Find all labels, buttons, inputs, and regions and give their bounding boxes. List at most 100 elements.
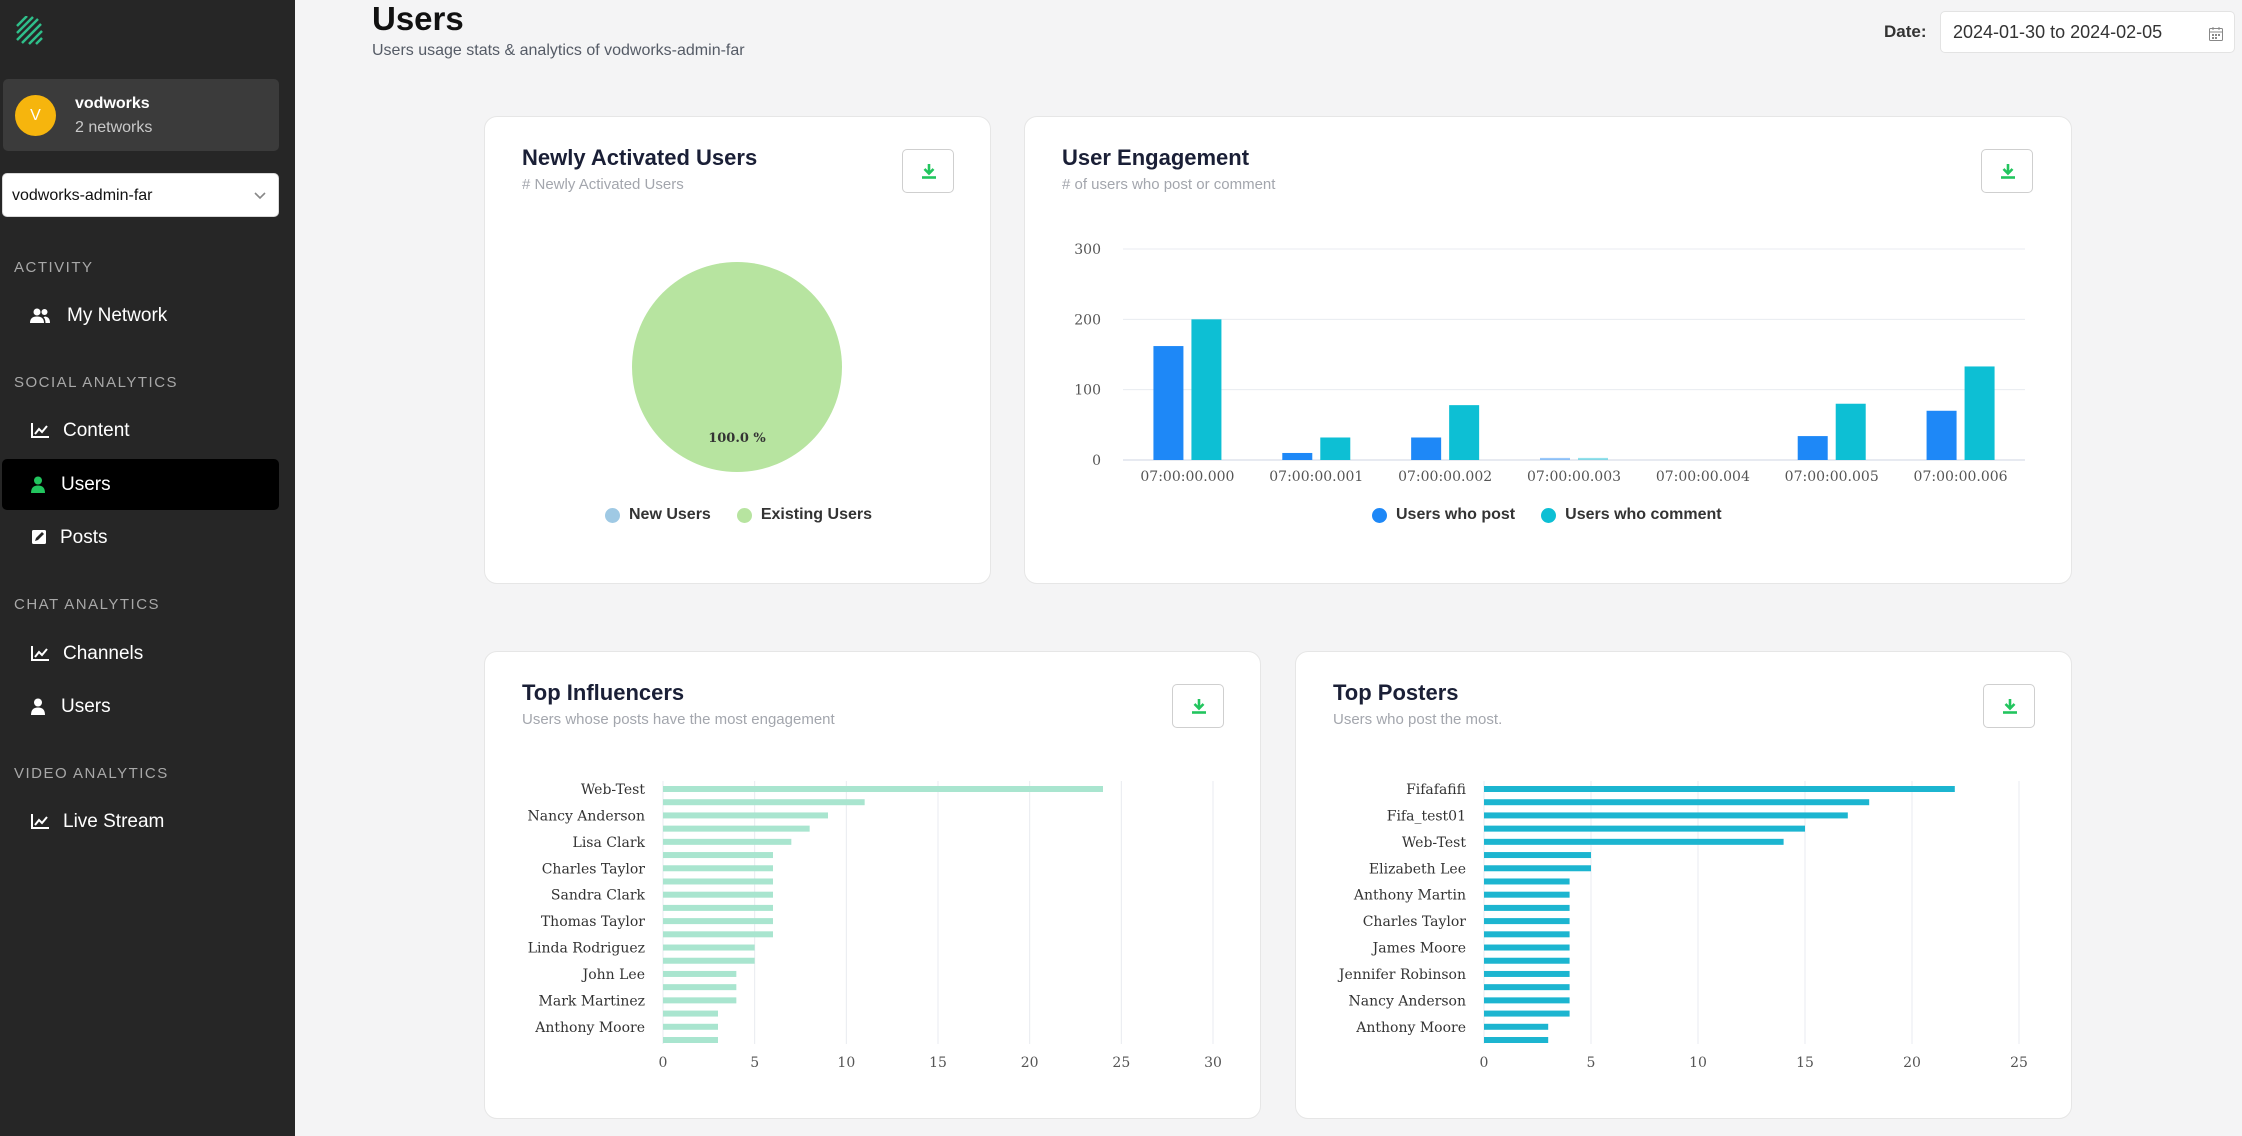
y-tick-label: 100 bbox=[1074, 383, 1101, 399]
x-tick-label: 15 bbox=[1796, 1055, 1814, 1071]
bar-users-who-comment bbox=[1449, 405, 1480, 460]
sidebar-item-label: Content bbox=[63, 420, 130, 441]
pie-data-label: 100.0 % bbox=[708, 431, 766, 446]
bar bbox=[1484, 812, 1848, 819]
bar-users-who-post bbox=[1153, 346, 1184, 460]
card-subtitle: # Newly Activated Users bbox=[522, 176, 684, 193]
page-subtitle: Users usage stats & analytics of vodwork… bbox=[372, 42, 745, 59]
section-title-activity: ACTIVITY bbox=[14, 259, 94, 276]
bar bbox=[1484, 904, 1570, 911]
sidebar-item-my-network[interactable]: My Network bbox=[2, 290, 279, 341]
sidebar-item-channels[interactable]: Channels bbox=[2, 628, 279, 679]
network-select[interactable]: vodworks-admin-far bbox=[2, 173, 279, 217]
bar bbox=[1484, 1010, 1570, 1017]
bar bbox=[663, 865, 773, 872]
bar-users-who-comment bbox=[1320, 437, 1351, 460]
legend-item-users-who-post[interactable]: Users who post bbox=[1372, 506, 1515, 524]
bar bbox=[663, 786, 1103, 792]
y-tick-label: Nancy Anderson bbox=[1348, 993, 1466, 1009]
y-tick-label: Jennifer Robinson bbox=[1337, 967, 1466, 983]
sidebar-item-posts[interactable]: Posts bbox=[2, 512, 279, 563]
card-title: User Engagement bbox=[1062, 145, 1250, 170]
bar bbox=[1484, 918, 1570, 925]
date-range-picker[interactable]: 2024-01-30 to 2024-02-05 bbox=[1940, 11, 2235, 53]
sidebar-item-label: Live Stream bbox=[63, 811, 165, 832]
section-title-video-analytics: VIDEO ANALYTICS bbox=[14, 765, 169, 782]
card-subtitle: Users who post the most. bbox=[1333, 711, 1503, 728]
sidebar-item-users[interactable]: Users bbox=[2, 459, 279, 510]
sidebar-item-label: Users bbox=[61, 696, 111, 717]
sidebar-item-live-stream[interactable]: Live Stream bbox=[2, 796, 279, 847]
y-tick-label: 300 bbox=[1074, 242, 1101, 258]
y-tick-label: 0 bbox=[1092, 453, 1101, 469]
date-label: Date: bbox=[1884, 22, 1927, 41]
download-button[interactable] bbox=[1172, 684, 1224, 728]
bar bbox=[663, 970, 737, 977]
avatar: V bbox=[15, 95, 56, 136]
bar bbox=[1484, 957, 1570, 964]
legend-item-new-users[interactable]: New Users bbox=[605, 506, 711, 524]
pie-legend: New Users Existing Users bbox=[605, 506, 898, 524]
bar bbox=[1484, 852, 1591, 859]
sidebar-item-chat-users[interactable]: Users bbox=[2, 681, 279, 732]
x-tick-label: 15 bbox=[929, 1055, 947, 1071]
y-tick-label: Sandra Clark bbox=[551, 888, 646, 904]
card-user-engagement: User Engagement # of users who post or c… bbox=[1024, 116, 2072, 584]
card-title: Top Influencers bbox=[522, 680, 685, 705]
y-tick-label: Anthony Moore bbox=[534, 1020, 645, 1036]
section-title-social-analytics: SOCIAL ANALYTICS bbox=[14, 374, 179, 391]
account-switcher[interactable]: V vodworks 2 networks bbox=[3, 79, 279, 151]
bar bbox=[663, 904, 773, 911]
bar bbox=[663, 957, 755, 964]
user-engagement-bar-chart: 0 100 200 300 07:00:00.000 07:00:00.001 07:00:… bbox=[1074, 242, 2025, 485]
card-subtitle: Users whose posts have the most engageme… bbox=[522, 711, 835, 728]
bar bbox=[663, 918, 773, 925]
bar bbox=[663, 891, 773, 898]
download-button[interactable] bbox=[902, 149, 954, 193]
sidebar-item-content[interactable]: Content bbox=[2, 405, 279, 456]
x-tick-label: 07:00:00.005 bbox=[1785, 469, 1879, 485]
y-tick-label: John Lee bbox=[581, 967, 645, 983]
y-tick-label: Elizabeth Lee bbox=[1369, 861, 1466, 877]
top-influencers-bar-chart: 0 5 10 15 20 25 30 Web-Test Nancy Anderson Lisa C… bbox=[527, 781, 1222, 1071]
y-tick-label: Lisa Clark bbox=[573, 835, 646, 851]
bar bbox=[663, 825, 810, 832]
bar bbox=[1484, 997, 1570, 1004]
download-icon bbox=[2001, 164, 2015, 179]
bar-users-who-post bbox=[1540, 457, 1570, 460]
bar bbox=[663, 852, 773, 859]
x-tick-label: 10 bbox=[1689, 1055, 1707, 1071]
download-button[interactable] bbox=[1983, 684, 2035, 728]
account-network-count: 2 networks bbox=[75, 119, 153, 136]
download-button[interactable] bbox=[1981, 149, 2033, 193]
legend-item-users-who-comment[interactable]: Users who comment bbox=[1541, 506, 1722, 524]
bar bbox=[663, 944, 755, 951]
y-tick-label: Web-Test bbox=[581, 782, 645, 798]
x-tick-label: 20 bbox=[1903, 1055, 1921, 1071]
y-tick-label: Fifa_test01 bbox=[1387, 808, 1466, 824]
y-tick-label: Nancy Anderson bbox=[527, 808, 645, 824]
legend-label: New Users bbox=[629, 506, 711, 523]
account-name: vodworks bbox=[75, 95, 150, 112]
legend-label: Users who comment bbox=[1565, 506, 1722, 523]
legend-dot bbox=[1372, 507, 1387, 523]
sidebar-item-label: Channels bbox=[63, 643, 144, 664]
top-posters-bar-chart: 0 5 10 15 20 25 Fifafafifi Fifa_test01 Web-Test E… bbox=[1337, 781, 2028, 1071]
x-tick-label: 07:00:00.001 bbox=[1269, 469, 1363, 485]
y-tick-label: 200 bbox=[1074, 312, 1101, 328]
y-tick-label: Linda Rodriguez bbox=[528, 941, 645, 957]
bar bbox=[1484, 931, 1570, 938]
x-tick-label: 5 bbox=[750, 1055, 759, 1071]
bar bbox=[663, 838, 792, 845]
chart-icon bbox=[31, 646, 49, 661]
bar bbox=[1484, 944, 1570, 951]
app-logo-icon[interactable] bbox=[14, 16, 44, 46]
legend-item-existing-users[interactable]: Existing Users bbox=[736, 506, 872, 524]
y-tick-label: James Moore bbox=[1371, 941, 1466, 957]
bar bbox=[1484, 891, 1570, 898]
chart-icon bbox=[31, 423, 49, 438]
bar-users-who-post bbox=[1282, 452, 1313, 460]
x-tick-label: 20 bbox=[1021, 1055, 1039, 1071]
bar bbox=[663, 997, 737, 1004]
legend-dot bbox=[1541, 507, 1557, 523]
